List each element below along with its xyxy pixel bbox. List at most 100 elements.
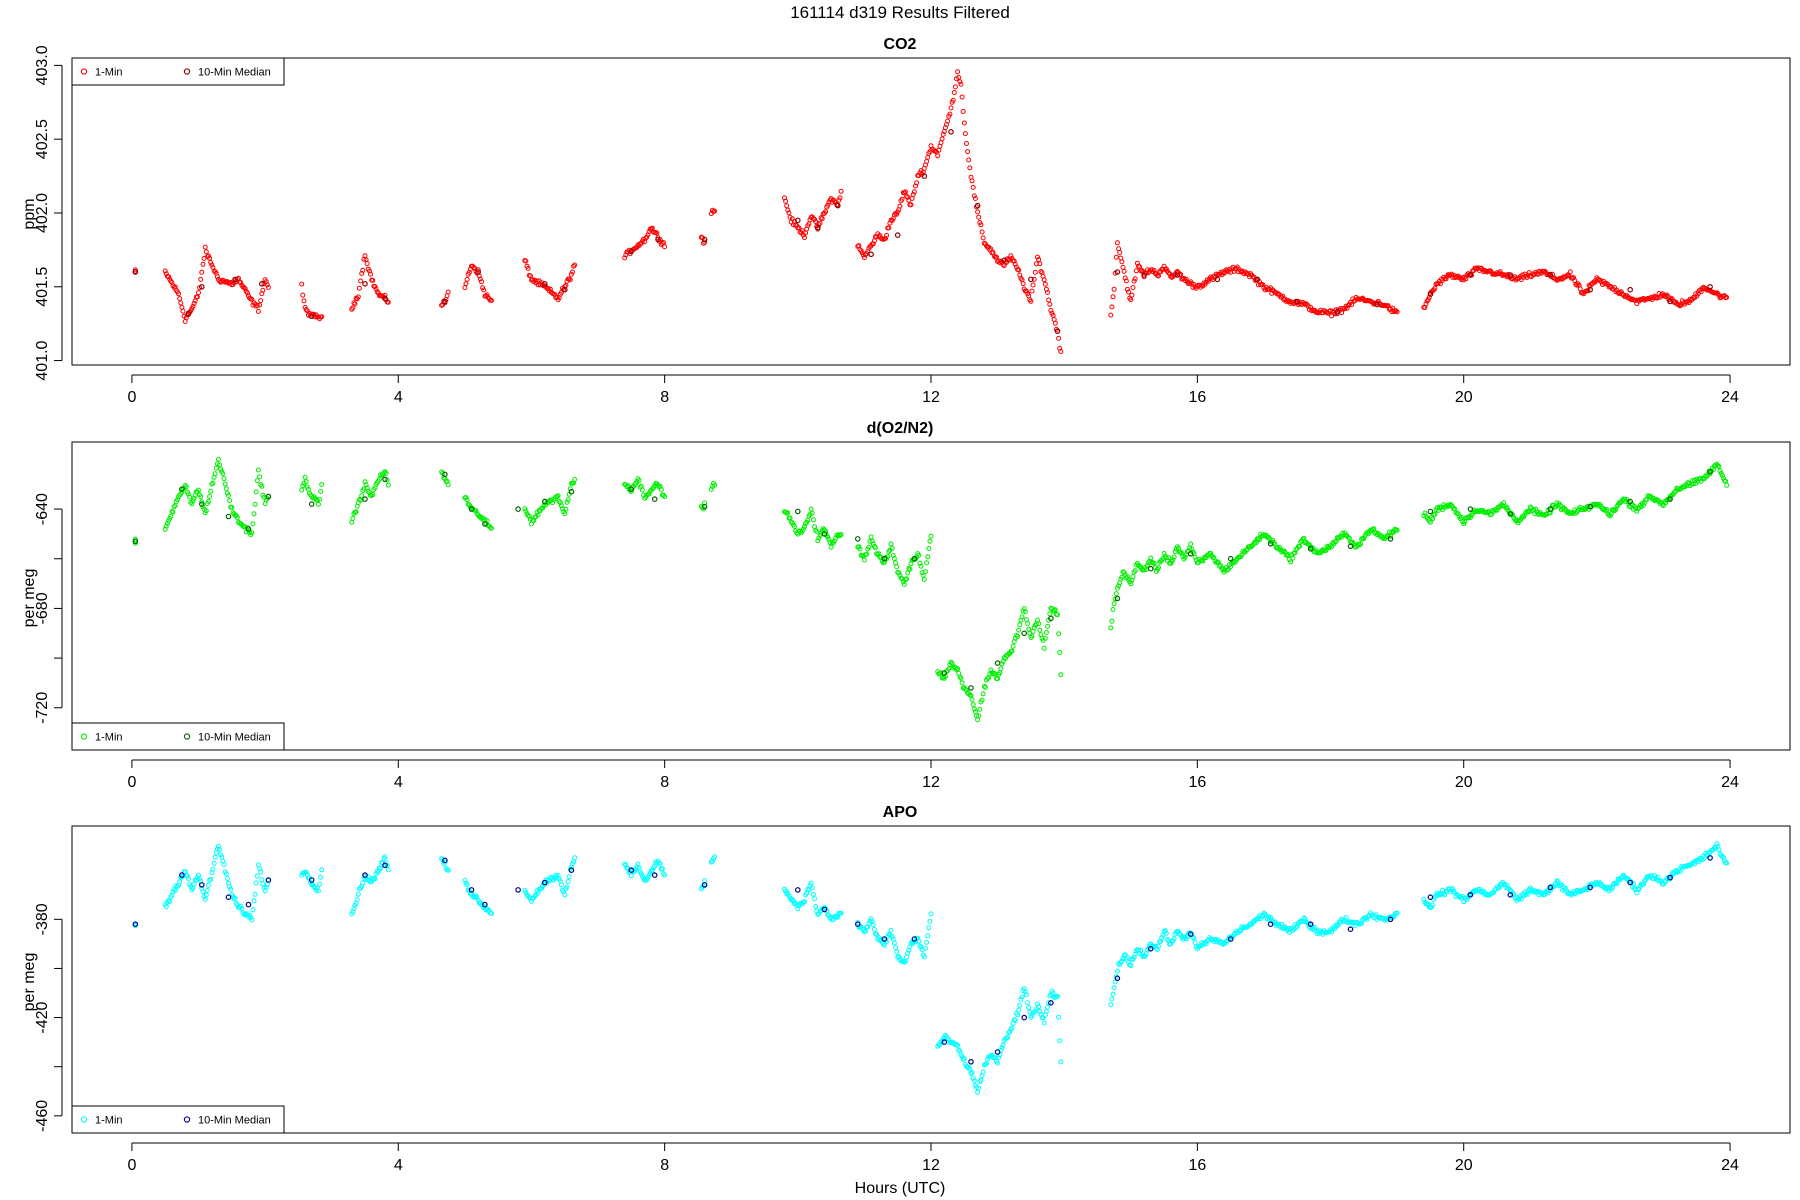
co2-point-1min <box>948 105 954 111</box>
o2n2-point-1min <box>300 483 306 489</box>
co2-point-1min <box>967 165 973 171</box>
co2-point-1min <box>178 300 184 306</box>
apo-point-10min-median <box>1507 891 1514 898</box>
apo-point-1min <box>916 938 922 944</box>
co2-point-1min <box>1121 268 1127 274</box>
co2-point-1min <box>645 232 651 238</box>
apo-point-1min <box>385 867 391 873</box>
co2-point-1min <box>265 284 271 290</box>
o2n2-panel-title: d(O2/N2) <box>867 420 934 437</box>
co2-point-1min <box>1190 284 1196 290</box>
o2n2-point-10min-median <box>382 476 388 483</box>
co2-point-1min <box>965 149 971 155</box>
co2-point-1min <box>1130 285 1136 291</box>
co2-point-1min <box>1047 301 1053 307</box>
apo-point-1min <box>464 882 470 888</box>
co2-point-1min <box>475 267 481 273</box>
apo-point-1min <box>224 876 230 881</box>
o2n2-legend-box <box>71 722 285 751</box>
apo-point-1min <box>634 864 640 870</box>
co2-point-1min <box>838 188 844 194</box>
o2n2-plot-frame <box>71 441 1791 751</box>
apo-point-1min <box>529 899 534 904</box>
co2-point-1min <box>1122 275 1128 281</box>
o2n2-point-1min <box>873 545 878 551</box>
apo-point-1min <box>1046 1000 1052 1006</box>
co2-point-1min <box>162 268 168 274</box>
apo-point-1min <box>562 892 568 898</box>
o2n2-point-1min <box>1021 606 1027 612</box>
co2-point-1min <box>255 309 261 314</box>
o2n2-point-1min <box>250 521 256 527</box>
o2n2-x-tick-label: 8 <box>660 774 669 791</box>
apo-point-1min <box>891 940 897 946</box>
o2n2-point-10min-median <box>854 536 861 542</box>
co2-point-1min <box>1684 299 1690 305</box>
apo-point-1min <box>901 959 907 965</box>
o2n2-point-1min <box>649 486 655 492</box>
o2n2-point-1min <box>1675 486 1681 491</box>
co2-point-10min-median <box>232 276 238 283</box>
co2-point-1min <box>257 302 263 308</box>
o2n2-point-1min <box>1015 633 1021 639</box>
apo-point-1min <box>489 910 494 916</box>
co2-legend-label: 1-Min <box>95 67 123 79</box>
co2-point-1min <box>1132 276 1138 282</box>
apo-point-1min <box>223 871 229 877</box>
o2n2-point-1min <box>918 563 924 569</box>
o2n2-point-10min-median <box>1547 506 1554 512</box>
o2n2-point-1min <box>1031 625 1037 631</box>
o2n2-point-10min-median <box>1667 496 1673 502</box>
co2-point-10min-median <box>382 295 388 302</box>
o2n2-point-1min <box>552 497 558 503</box>
o2n2-point-1min <box>809 510 815 516</box>
o2n2-point-1min <box>1108 625 1114 631</box>
co2-point-1min <box>199 269 205 275</box>
apo-point-1min <box>1677 869 1683 875</box>
co2-point-1min <box>947 111 953 117</box>
co2-point-10min-median <box>628 248 635 255</box>
o2n2-point-1min <box>196 487 201 493</box>
o2n2-point-1min <box>1116 583 1122 589</box>
o2n2-point-1min <box>905 570 911 576</box>
co2-point-1min <box>970 184 976 190</box>
co2-point-1min <box>978 222 984 228</box>
co2-legend-marker <box>183 68 191 75</box>
o2n2-point-1min <box>926 546 932 551</box>
apo-point-1min <box>1110 991 1116 997</box>
co2-point-1min <box>1696 288 1702 294</box>
o2n2-x-tick-label: 24 <box>1721 774 1739 791</box>
co2-point-1min <box>910 192 916 197</box>
o2n2-point-1min <box>1113 591 1119 597</box>
co2-point-1min <box>1394 309 1400 315</box>
apo-point-1min <box>702 878 708 884</box>
co2-point-1min <box>385 299 391 305</box>
o2n2-point-1min <box>889 545 895 551</box>
co2-point-1min <box>382 292 388 298</box>
o2n2-point-1min <box>223 486 229 492</box>
o2n2-point-1min <box>1371 526 1377 532</box>
o2n2-point-1min <box>817 533 823 538</box>
co2-point-1min <box>818 215 824 221</box>
o2n2-point-1min <box>646 491 652 497</box>
co2-point-1min <box>1699 285 1705 291</box>
o2n2-point-1min <box>868 534 874 540</box>
apo-point-1min <box>905 950 911 956</box>
apo-point-1min <box>999 1045 1005 1051</box>
apo-point-1min <box>701 883 706 889</box>
apo-point-10min-median <box>179 872 185 878</box>
apo-point-1min <box>622 861 628 867</box>
o2n2-point-1min <box>557 500 563 506</box>
o2n2-point-1min <box>828 544 834 550</box>
co2-point-10min-median <box>185 310 192 317</box>
o2n2-point-1min <box>861 557 867 563</box>
o2n2-x-tick-label: 4 <box>394 774 403 791</box>
co2-point-10min-median <box>1001 257 1008 264</box>
co2-point-1min <box>1437 281 1443 287</box>
apo-point-1min <box>628 873 634 879</box>
o2n2-point-10min-median <box>1707 468 1713 475</box>
co2-point-1min <box>962 131 968 137</box>
apo-point-1min <box>1036 1004 1042 1010</box>
co2-x-tick-label: 12 <box>922 389 940 406</box>
o2n2-point-1min <box>363 482 369 488</box>
